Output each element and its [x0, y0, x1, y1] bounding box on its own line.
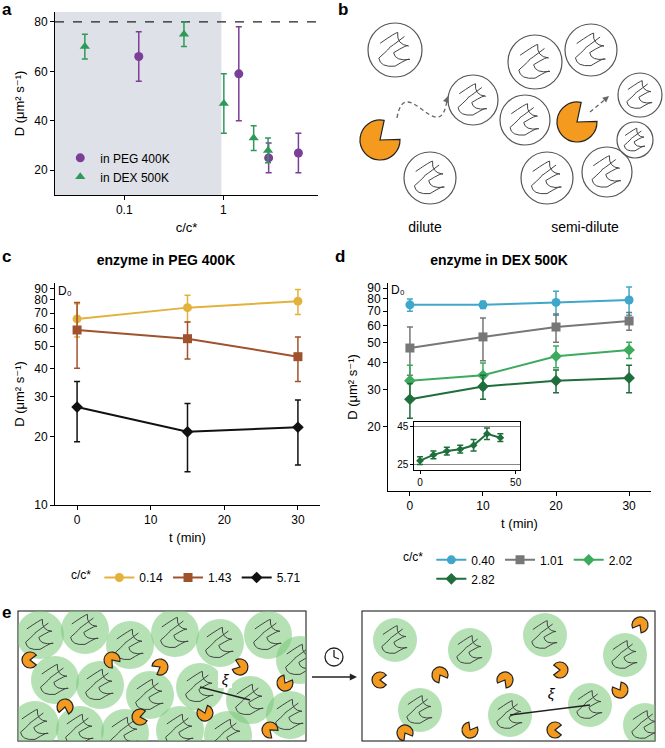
svg-text:60: 60 — [367, 319, 381, 333]
svg-text:40: 40 — [367, 356, 381, 370]
svg-text:ξ: ξ — [548, 685, 556, 702]
svg-text:10: 10 — [476, 499, 490, 513]
svg-text:in DEX 500K: in DEX 500K — [100, 171, 169, 185]
svg-text:40: 40 — [34, 114, 48, 128]
svg-text:10: 10 — [34, 498, 48, 512]
svg-text:50: 50 — [510, 477, 522, 488]
svg-text:20: 20 — [549, 499, 563, 513]
svg-text:0.14: 0.14 — [139, 571, 163, 585]
svg-text:1.43: 1.43 — [208, 571, 232, 585]
svg-text:20: 20 — [367, 420, 381, 434]
svg-text:semi-dilute: semi-dilute — [551, 219, 619, 235]
html-text:d: d — [335, 247, 346, 266]
svg-text:50: 50 — [34, 339, 48, 353]
svg-text:0.1: 0.1 — [116, 203, 133, 217]
svg-text:2.02: 2.02 — [609, 554, 633, 568]
svg-text:30: 30 — [291, 513, 305, 527]
html-text:e: e — [2, 603, 12, 622]
svg-text:90: 90 — [367, 281, 381, 295]
svg-text:D (μm² s⁻¹): D (μm² s⁻¹) — [12, 71, 27, 137]
svg-text:0: 0 — [407, 499, 414, 513]
svg-text:60: 60 — [34, 322, 48, 336]
svg-text:1.01: 1.01 — [540, 554, 564, 568]
svg-text:20: 20 — [34, 163, 48, 177]
svg-text:0: 0 — [417, 477, 423, 488]
svg-text:1: 1 — [220, 203, 227, 217]
svg-text:2.82: 2.82 — [471, 573, 495, 587]
svg-text:70: 70 — [367, 304, 381, 318]
html-text:a: a — [2, 0, 12, 19]
svg-text:enzyme in DEX 500K: enzyme in DEX 500K — [430, 252, 568, 268]
html-text:b: b — [338, 0, 349, 19]
svg-text:0: 0 — [74, 513, 81, 527]
svg-text:20: 20 — [34, 430, 48, 444]
svg-text:30: 30 — [622, 499, 636, 513]
svg-text:0.40: 0.40 — [471, 554, 495, 568]
html-text:c: c — [2, 247, 12, 266]
svg-text:D (μm² s⁻¹): D (μm² s⁻¹) — [345, 354, 360, 420]
svg-text:dilute: dilute — [408, 219, 442, 235]
svg-text:80: 80 — [34, 15, 48, 29]
svg-text:40: 40 — [34, 362, 48, 376]
svg-text:80: 80 — [34, 293, 48, 307]
svg-text:10: 10 — [144, 513, 158, 527]
svg-text:c/c*: c/c* — [176, 220, 198, 235]
svg-text:30: 30 — [367, 383, 381, 397]
svg-text:80: 80 — [367, 292, 381, 306]
svg-text:D₀: D₀ — [391, 283, 405, 297]
svg-text:30: 30 — [34, 390, 48, 404]
svg-text:60: 60 — [34, 65, 48, 79]
svg-text:50: 50 — [367, 336, 381, 350]
svg-text:90: 90 — [34, 282, 48, 296]
svg-text:c/c*: c/c* — [71, 568, 91, 582]
svg-text:5.71: 5.71 — [277, 571, 301, 585]
svg-text:D (μm² s⁻¹): D (μm² s⁻¹) — [12, 361, 27, 427]
svg-text:20: 20 — [218, 513, 232, 527]
svg-text:D₀: D₀ — [58, 284, 72, 298]
svg-text:in PEG 400K: in PEG 400K — [100, 152, 169, 166]
svg-text:70: 70 — [34, 306, 48, 320]
svg-text:25: 25 — [397, 459, 409, 470]
svg-text:enzyme in PEG 400K: enzyme in PEG 400K — [97, 252, 236, 268]
svg-text:t (min): t (min) — [169, 530, 206, 545]
svg-text:ξ: ξ — [222, 671, 230, 688]
svg-text:t (min): t (min) — [501, 516, 538, 531]
svg-text:c/c*: c/c* — [403, 550, 423, 564]
svg-text:45: 45 — [397, 421, 409, 432]
